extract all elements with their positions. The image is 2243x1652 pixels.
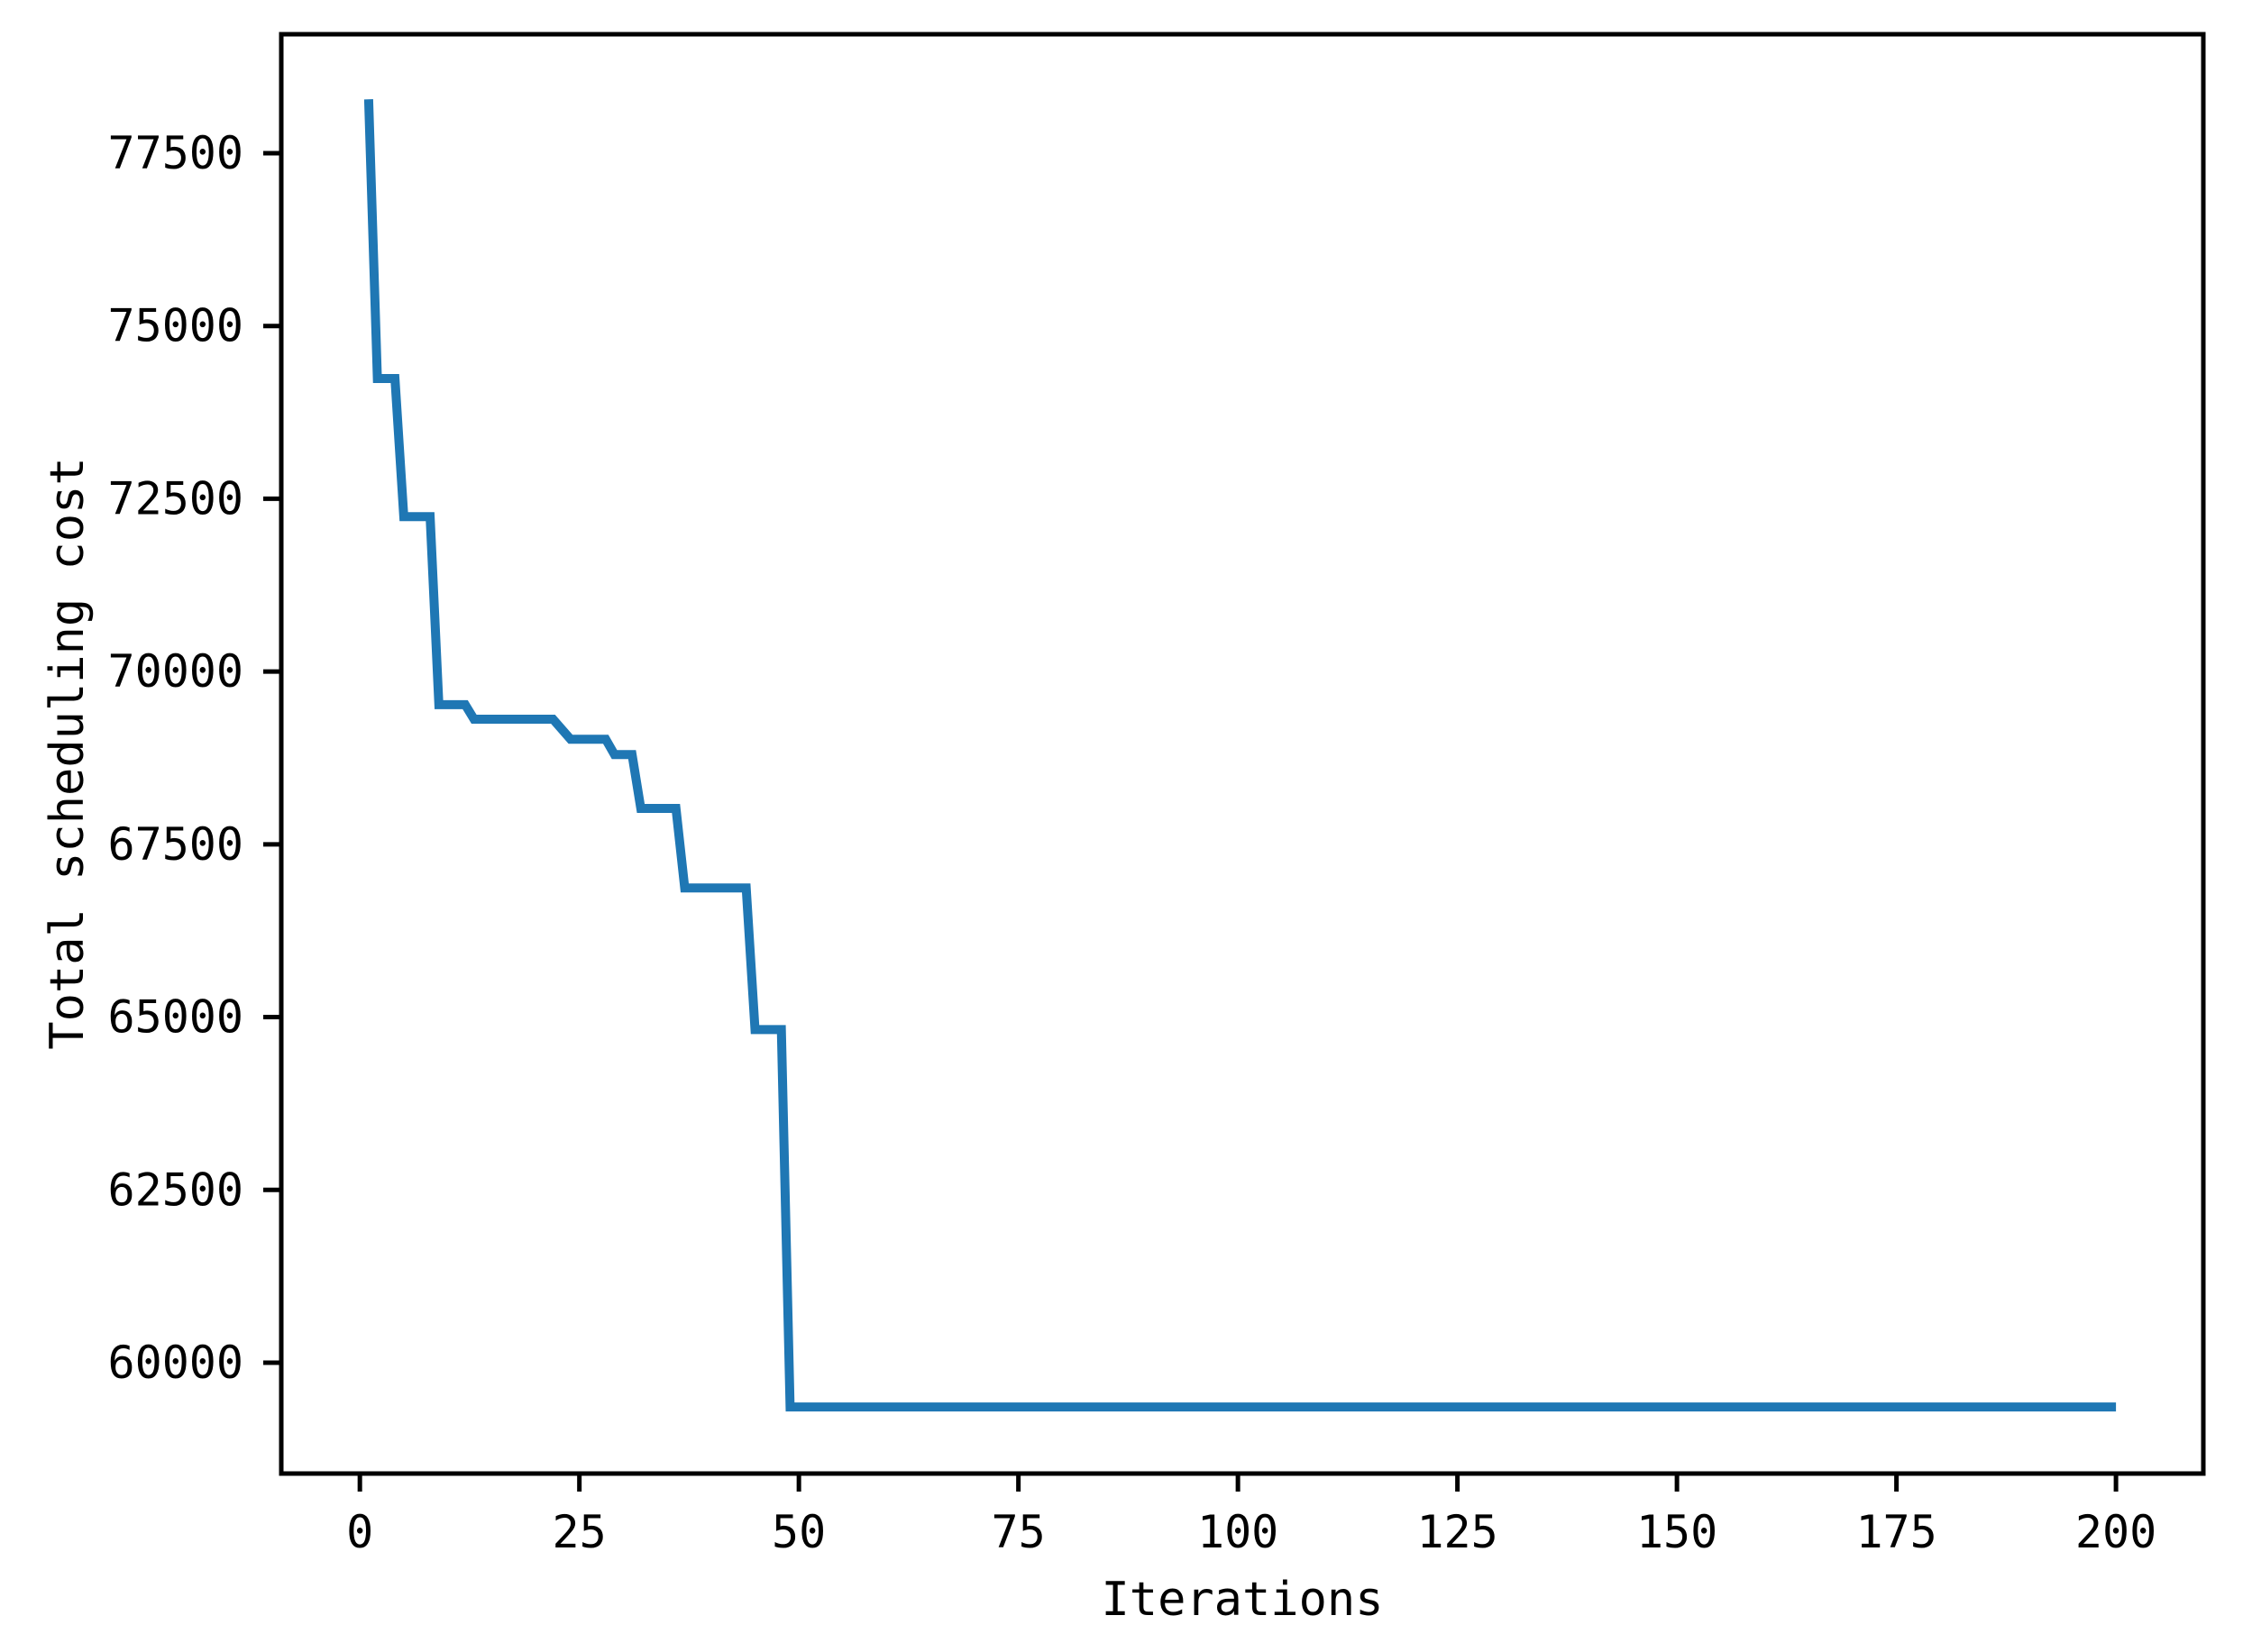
x-tick-label: 0 xyxy=(346,1506,373,1558)
y-tick-label: 60000 xyxy=(107,1337,243,1389)
y-tick-label: 67500 xyxy=(107,818,243,871)
y-axis-label: Total scheduling cost xyxy=(41,457,95,1049)
x-tick-label: 50 xyxy=(772,1506,826,1558)
data-series xyxy=(363,99,2117,1412)
plot-spines xyxy=(279,32,2206,1476)
axes-spine-box xyxy=(279,32,2206,1476)
y-tick-label: 70000 xyxy=(107,645,243,698)
x-tick-label: 75 xyxy=(992,1506,1046,1558)
y-tick-label: 72500 xyxy=(107,472,243,525)
y-axis-ticks: 60000 62500 65000 67500 70000 72500 75000 77500 xyxy=(107,127,281,1389)
x-tick-label: 200 xyxy=(2075,1506,2156,1558)
x-tick-label: 100 xyxy=(1197,1506,1278,1558)
cost-curve xyxy=(363,99,2117,1412)
x-axis-ticks: 0 25 50 75 100 125 150 175 200 xyxy=(346,1474,2156,1558)
x-tick-label: 175 xyxy=(1855,1506,1936,1558)
x-axis-label: Iterations xyxy=(1101,1573,1383,1627)
y-tick-label: 62500 xyxy=(107,1164,243,1216)
x-tick-label: 25 xyxy=(553,1506,607,1558)
y-tick-label: 77500 xyxy=(107,127,243,179)
x-tick-label: 150 xyxy=(1636,1506,1717,1558)
x-tick-label: 125 xyxy=(1416,1506,1497,1558)
y-tick-label: 75000 xyxy=(107,300,243,352)
y-tick-label: 65000 xyxy=(107,991,243,1044)
